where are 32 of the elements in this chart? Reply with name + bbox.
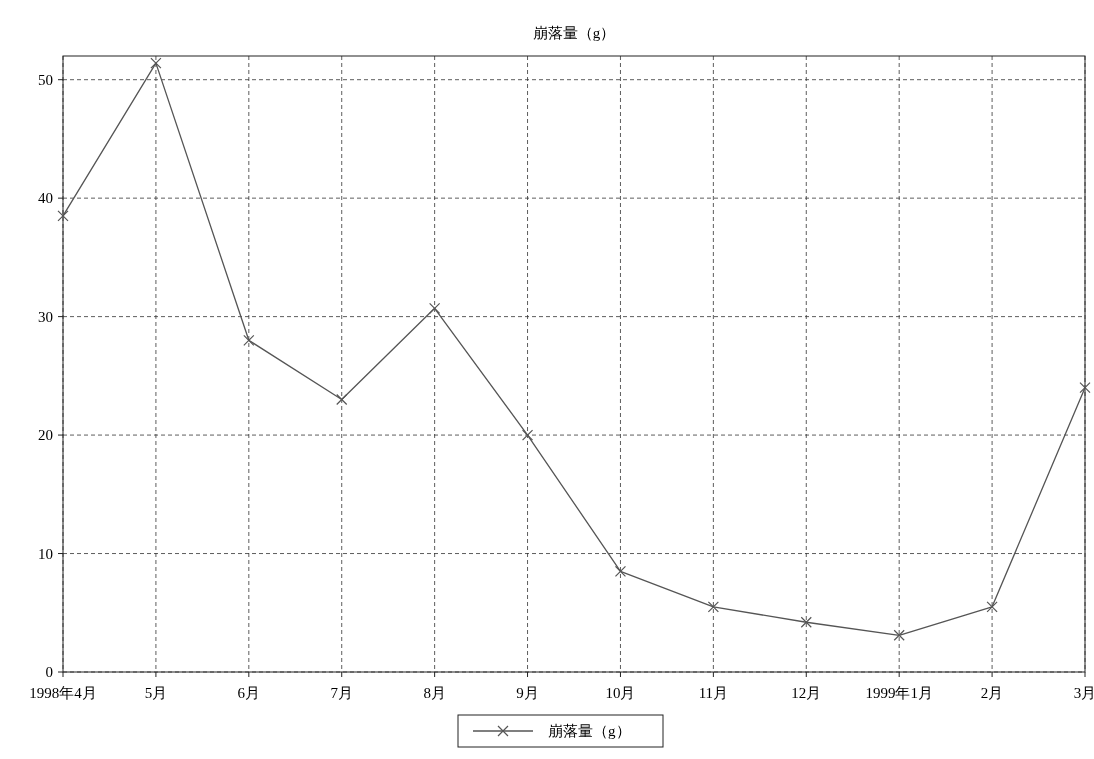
point — [336, 393, 348, 406]
point — [1079, 382, 1091, 394]
x-tick-label: 3月 — [1073, 685, 1094, 701]
y-tick-label: 50 — [38, 71, 53, 88]
y-tick-label: 0 — [45, 664, 53, 681]
x-tick-label: 1999年1月 — [865, 685, 933, 701]
y-tick-label: 10 — [38, 545, 53, 562]
point — [707, 601, 719, 613]
y-tick-label: 40 — [38, 190, 53, 207]
x-tick-label: 11月 — [698, 685, 729, 701]
point — [243, 334, 255, 346]
x-tick-label: 7月 — [330, 685, 353, 701]
point — [614, 565, 627, 577]
legend-label: 崩落量（g） — [548, 723, 631, 740]
x-tick-label: 1998年4月 — [29, 685, 97, 701]
x-tick-label: 5月 — [144, 685, 168, 701]
y-tick-label: 20 — [38, 427, 53, 444]
x-tick-label: 2月 — [980, 685, 1004, 701]
point — [800, 616, 812, 628]
x-tick-label: 10月 — [605, 685, 636, 701]
x-tick-label: 8月 — [423, 685, 446, 701]
chart-title: 崩落量（g） — [532, 25, 616, 41]
point — [986, 601, 998, 613]
x-tick-label: 6月 — [237, 685, 261, 701]
y-tick-label: 30 — [38, 308, 53, 325]
point — [57, 210, 69, 222]
point — [150, 57, 162, 69]
point — [521, 429, 534, 441]
point — [429, 302, 441, 314]
point — [893, 629, 905, 641]
x-tick-label: 9月 — [516, 685, 539, 701]
x-tick-label: 12月 — [791, 685, 822, 701]
